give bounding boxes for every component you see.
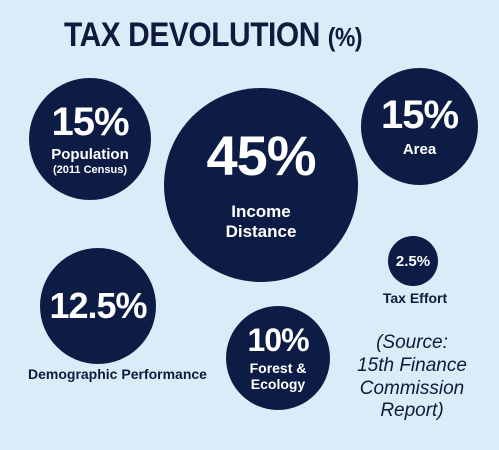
- value-text: 15%: [51, 100, 129, 145]
- bubble-value: 45%: [206, 128, 316, 184]
- bubble-sublabel: (2011 Census): [53, 163, 127, 176]
- value-text: 2.5%: [395, 252, 431, 270]
- source-line: Commission: [359, 377, 465, 399]
- bubble-value: 15%: [380, 92, 459, 137]
- source-note: (Source: 15th Finance Commission Report): [352, 332, 472, 423]
- title-unit: (%): [327, 22, 363, 52]
- bubble-forest-ecology: 10% Forest & Ecology: [226, 306, 330, 410]
- bubble-value: 10%: [247, 321, 309, 358]
- bubble-population: 15% Population (2011 Census): [29, 78, 151, 200]
- bubble-label: Income Distance: [225, 202, 297, 241]
- label-tax-effort: Tax Effort: [382, 290, 448, 306]
- value-text: 12.5%: [49, 285, 147, 326]
- label-demographic-performance: Demographic Performance: [28, 366, 207, 382]
- source-line: 15th Finance: [357, 354, 467, 376]
- bubble-area: 15% Area: [361, 68, 478, 185]
- bubble-demographic-performance: 12.5%: [40, 248, 156, 364]
- title-text: TAX DEVOLUTION: [64, 16, 320, 54]
- source-line: (Source:: [376, 332, 448, 353]
- bubble-value: 15%: [51, 100, 129, 145]
- bubble-label: Area: [402, 140, 437, 158]
- bubble-label: Population: [51, 146, 129, 164]
- value-text: 10%: [247, 321, 309, 358]
- bubble-value: 12.5%: [49, 285, 147, 326]
- source-line: Report): [380, 400, 444, 422]
- bubble-label: Forest & Ecology: [249, 359, 307, 392]
- bubble-income-distance: 45% Income Distance: [164, 88, 358, 282]
- bubble-tax-effort: 2.5%: [388, 236, 438, 286]
- bubble-value: 2.5%: [396, 254, 430, 269]
- value-text: 45%: [206, 124, 316, 188]
- value-text: 15%: [380, 92, 459, 137]
- page-title: TAX DEVOLUTION (%): [64, 16, 363, 55]
